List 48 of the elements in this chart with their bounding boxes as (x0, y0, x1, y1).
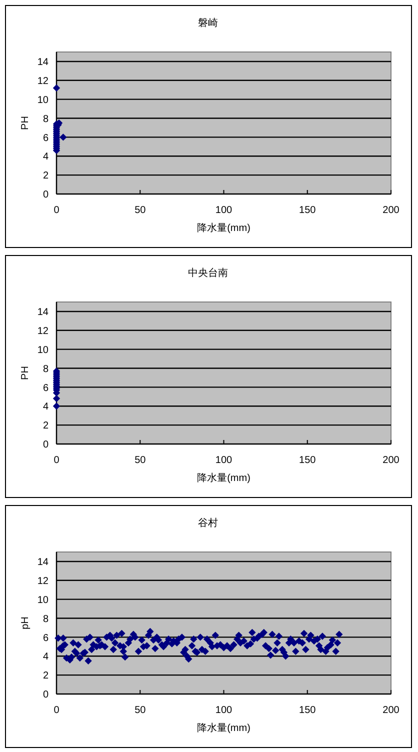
x-tick-label: 150 (299, 205, 316, 216)
chart-title: 中央台南 (188, 267, 228, 279)
x-tick-label: 200 (382, 705, 400, 716)
y-tick-label: 0 (42, 690, 49, 701)
y-tick-label: 12 (37, 326, 49, 337)
x-tick-label: 100 (215, 705, 233, 716)
x-tick-label: 100 (215, 205, 233, 216)
y-axis-title: pH (20, 616, 31, 630)
y-tick-label: 14 (37, 57, 49, 68)
x-tick-label: 200 (382, 455, 400, 466)
y-tick-label: 8 (42, 364, 49, 375)
x-axis-title: 降水量(mm) (197, 722, 250, 734)
chart-title: 磐崎 (198, 17, 218, 29)
x-tick-label: 50 (134, 705, 146, 716)
y-tick-label: 4 (42, 652, 49, 663)
y-tick-label: 10 (37, 94, 49, 106)
y-tick-label: 2 (42, 670, 49, 682)
x-tick-label: 0 (54, 705, 60, 716)
y-tick-label: 10 (37, 344, 49, 356)
x-tick-label: 150 (299, 455, 316, 466)
y-tick-label: 0 (42, 190, 49, 201)
y-tick-label: 6 (42, 132, 49, 144)
y-tick-label: 6 (42, 632, 49, 644)
x-tick-label: 0 (54, 455, 60, 466)
x-tick-label: 50 (134, 455, 146, 466)
y-tick-label: 8 (42, 114, 49, 125)
y-tick-label: 8 (42, 614, 49, 625)
x-tick-label: 0 (54, 205, 60, 216)
x-tick-label: 150 (299, 705, 316, 716)
y-tick-label: 6 (42, 382, 49, 394)
y-tick-label: 12 (37, 76, 49, 87)
y-tick-label: 12 (37, 576, 49, 587)
x-tick-label: 200 (382, 205, 400, 216)
x-tick-label: 100 (215, 455, 233, 466)
y-tick-label: 14 (37, 307, 49, 318)
x-axis-title: 降水量(mm) (197, 472, 250, 484)
y-tick-label: 10 (37, 594, 49, 606)
y-tick-label: 4 (42, 402, 49, 413)
y-axis-title: PH (20, 116, 31, 130)
y-tick-label: 2 (42, 420, 49, 432)
y-tick-label: 4 (42, 152, 49, 163)
y-tick-label: 2 (42, 170, 49, 182)
y-tick-label: 0 (42, 440, 49, 451)
y-axis-title: PH (20, 366, 31, 380)
x-axis-title: 降水量(mm) (197, 222, 250, 234)
chart-title: 谷村 (198, 517, 218, 529)
y-tick-label: 14 (37, 557, 49, 568)
x-tick-label: 50 (134, 205, 146, 216)
